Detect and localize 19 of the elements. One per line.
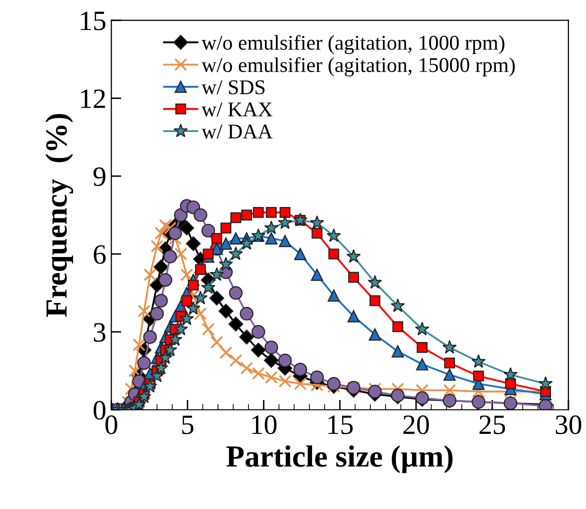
y-axis-title: Frequency (%) bbox=[45, 114, 74, 317]
legend-label: w/o emulsifier (agitation, 1000 rpm) bbox=[202, 34, 504, 54]
x-tick-label: 10 bbox=[252, 415, 277, 434]
legend-label: w/ KAX bbox=[202, 102, 272, 116]
legend-label: w/ SDS bbox=[202, 80, 265, 94]
legend-label: w/ DAA bbox=[202, 124, 273, 139]
x-tick-label: 15 bbox=[328, 416, 353, 434]
y-tick-label: 12 bbox=[81, 89, 105, 108]
y-tick-label: 9 bbox=[93, 167, 106, 186]
y-tick-label: 3 bbox=[94, 323, 106, 342]
legend-label: w/o emulsifier (agitation, 15000 rpm) bbox=[202, 57, 515, 76]
x-axis-title: Particle size (µm) bbox=[226, 445, 453, 474]
x-tick-label: 5 bbox=[182, 416, 194, 434]
x-tick-label: 25 bbox=[480, 415, 506, 434]
y-tick-label: 0 bbox=[94, 400, 106, 420]
x-tick-label: 20 bbox=[403, 415, 429, 434]
y-tick-label: 6 bbox=[94, 245, 106, 264]
y-tick-label: 15 bbox=[81, 12, 106, 30]
x-tick-label: 30 bbox=[556, 415, 582, 434]
